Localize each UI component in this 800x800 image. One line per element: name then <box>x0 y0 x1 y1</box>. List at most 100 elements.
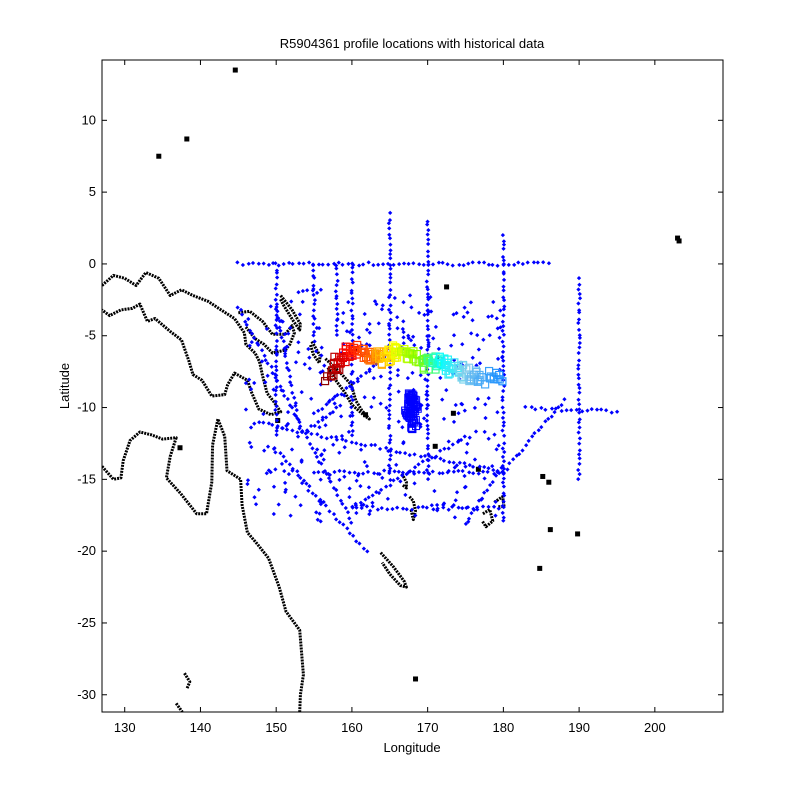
historical-point <box>338 403 343 408</box>
coastline-point <box>413 676 419 682</box>
historical-point <box>576 477 581 482</box>
historical-point <box>350 270 355 275</box>
historical-point <box>326 475 332 481</box>
historical-point <box>497 335 502 340</box>
historical-point <box>262 448 267 453</box>
historical-point <box>486 396 491 401</box>
historical-point <box>263 358 268 363</box>
historical-point <box>282 393 287 398</box>
historical-point <box>246 377 252 382</box>
historical-point <box>335 312 340 317</box>
historical-point <box>266 421 272 426</box>
historical-point <box>358 447 364 452</box>
historical-point <box>311 329 317 335</box>
historical-point <box>273 261 278 266</box>
historical-point <box>274 418 280 423</box>
historical-point <box>275 423 280 429</box>
x-tick-label: 170 <box>417 720 439 735</box>
historical-point <box>425 413 430 418</box>
historical-square <box>410 418 419 427</box>
historical-point <box>297 426 302 431</box>
historical-point <box>317 425 322 430</box>
historical-point <box>274 270 280 275</box>
historical-point <box>576 275 582 281</box>
historical-point <box>297 312 302 317</box>
historical-point <box>290 428 295 433</box>
y-tick-label: -20 <box>77 543 96 558</box>
historical-point <box>577 390 582 395</box>
historical-point <box>541 260 546 265</box>
historical-point <box>462 408 467 413</box>
historical-point <box>577 441 582 446</box>
historical-point <box>395 367 401 373</box>
historical-point <box>412 465 418 470</box>
historical-point <box>424 406 430 411</box>
historical-point <box>280 426 285 431</box>
historical-point <box>412 452 417 457</box>
historical-point <box>426 340 431 345</box>
historical-point <box>334 272 339 277</box>
historical-point <box>265 444 271 449</box>
historical-point <box>386 463 392 468</box>
historical-point <box>466 516 472 521</box>
historical-point <box>599 407 604 412</box>
historical-point <box>416 310 422 315</box>
historical-point <box>279 335 284 340</box>
historical-point <box>500 480 506 485</box>
profile-point <box>495 370 504 380</box>
historical-point <box>342 393 347 398</box>
historical-point <box>319 345 324 350</box>
historical-point <box>391 262 396 268</box>
historical-point <box>239 312 245 317</box>
historical-point <box>501 518 506 523</box>
historical-point <box>274 347 279 353</box>
historical-point <box>340 262 345 267</box>
historical-point <box>306 260 312 265</box>
historical-point <box>451 469 457 474</box>
historical-point <box>491 504 497 509</box>
historical-point <box>482 490 487 495</box>
historical-point <box>247 328 253 333</box>
historical-point <box>574 407 579 413</box>
profile-point <box>445 369 454 378</box>
historical-point <box>462 473 467 479</box>
historical-point <box>285 344 290 349</box>
historical-point <box>313 493 318 498</box>
y-tick-label: -25 <box>77 615 96 630</box>
historical-point <box>426 272 431 277</box>
historical-point <box>501 239 507 244</box>
historical-point <box>539 405 544 411</box>
historical-point <box>425 477 431 482</box>
historical-point <box>388 303 393 308</box>
historical-point <box>358 374 364 379</box>
profile-point <box>444 370 453 379</box>
historical-point <box>276 263 281 268</box>
historical-point <box>492 432 497 437</box>
historical-point <box>429 503 434 508</box>
historical-point <box>577 345 582 350</box>
historical-point <box>366 485 372 490</box>
historical-point <box>569 408 574 413</box>
historical-point <box>553 406 558 411</box>
historical-point <box>245 481 250 487</box>
historical-point <box>451 503 456 508</box>
historical-point <box>424 397 429 402</box>
historical-point <box>502 449 507 455</box>
historical-point <box>425 457 430 462</box>
historical-point <box>576 452 582 457</box>
historical-point <box>343 505 348 511</box>
historical-point <box>265 373 270 378</box>
historical-point <box>576 467 581 473</box>
historical-point <box>457 460 462 465</box>
historical-point <box>434 502 440 508</box>
historical-point <box>367 511 372 517</box>
historical-point <box>256 487 261 492</box>
historical-point <box>307 366 312 371</box>
historical-point <box>274 338 280 344</box>
historical-point <box>295 469 300 474</box>
historical-point <box>330 409 336 415</box>
historical-point <box>345 510 351 515</box>
historical-point <box>320 262 325 267</box>
historical-point <box>454 463 460 468</box>
profile-point <box>465 375 474 384</box>
